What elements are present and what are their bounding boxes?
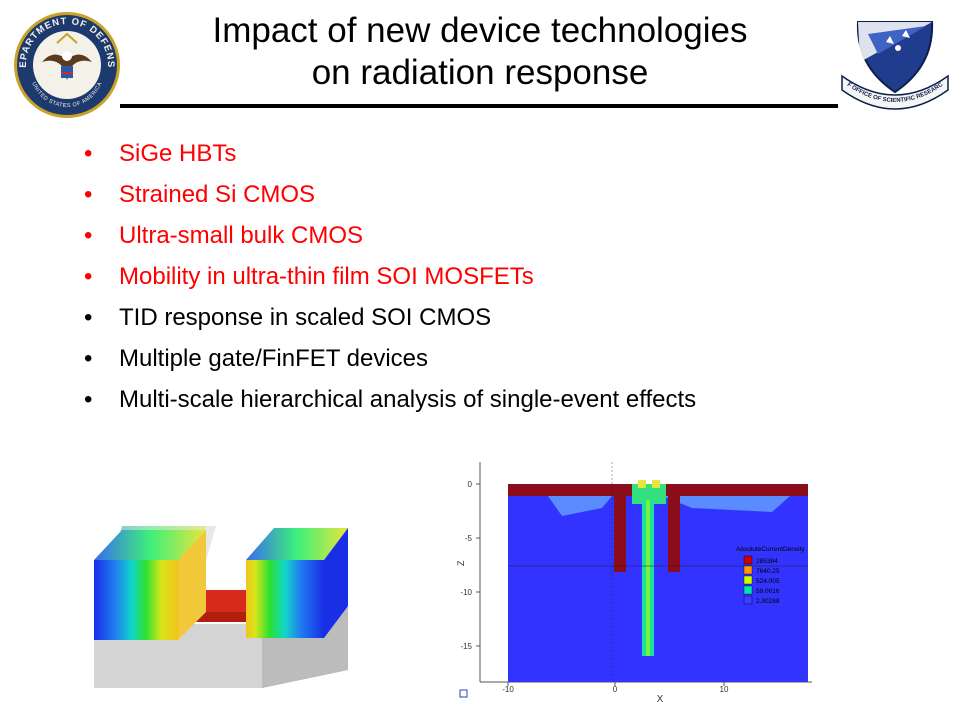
bullet-item: • Multi-scale hierarchical analysis of si… [84, 386, 804, 414]
substrate-region [508, 484, 808, 682]
legend-label: 524.005 [756, 578, 780, 585]
legend-swatch [743, 575, 753, 585]
legend-swatch [743, 585, 753, 595]
bullet-dot-icon: • [84, 181, 93, 208]
x-tick-label: 10 [720, 685, 729, 694]
y-tick-label: -10 [460, 588, 472, 597]
x-tick-label: 0 [613, 685, 618, 694]
bullet-text: Strained Si CMOS [119, 181, 316, 208]
title-underline [120, 104, 838, 108]
well-region-right [662, 496, 790, 512]
legend-label: 2.90288 [756, 598, 780, 605]
bullet-list: • SiGe HBTs • Strained Si CMOS • Ultra-smal… [84, 140, 804, 427]
legend-label: 7640.25 [756, 568, 780, 575]
slide-title-line-2: on radiation response [311, 53, 649, 92]
legend-label: 59.0016 [756, 588, 780, 595]
bullet-item: • TID response in scaled SOI CMOS [84, 304, 804, 332]
well-region-left [548, 496, 612, 516]
axes-triad-icon [459, 689, 468, 698]
bullet-item: • Ultra-small bulk CMOS [84, 222, 804, 250]
shield-crest-icon [856, 21, 934, 94]
bullet-dot-icon: • [84, 222, 93, 249]
legend-label: 285384 [756, 558, 778, 565]
bullet-dot-icon: • [84, 263, 93, 290]
y-tick-label: 0 [468, 480, 473, 489]
legend-swatch [743, 595, 753, 605]
bullet-dot-icon: • [84, 386, 93, 413]
legend-swatch [743, 555, 753, 565]
eagle-seal-icon [42, 32, 92, 80]
x-axis-label: X [657, 694, 664, 704]
slide-title-line-1: Impact of new device technologies [212, 11, 748, 50]
bullet-item: • SiGe HBTs [84, 140, 804, 168]
dod-seal-logo: DEPARTMENT OF DEFENSE UNITED STATES OF A… [12, 10, 120, 118]
bullet-text: Mobility in ultra-thin film SOI MOSFETs [119, 263, 534, 290]
bullet-item: • Mobility in ultra-thin film SOI MOSFETs [84, 263, 804, 291]
bullet-dot-icon: • [84, 345, 93, 372]
bullet-text: TID response in scaled SOI CMOS [119, 304, 492, 331]
plot-legend: AbsoluteCurrentDensity 285384 7640.25 52… [736, 546, 805, 605]
trench-right [668, 496, 680, 572]
bullet-text: SiGe HBTs [119, 140, 237, 167]
legend-swatch [743, 565, 753, 575]
slide-title: Impact of new device technologies on rad… [130, 10, 830, 94]
bullet-item: • Strained Si CMOS [84, 181, 804, 209]
bullet-dot-icon: • [84, 304, 93, 331]
current-density-simulation-plot: 0 -5 -10 -15 Z -10 0 10 X AbsoluteCurren… [456, 462, 812, 704]
finfet-3d-simulation-image [94, 526, 348, 688]
bullet-text: Multiple gate/FinFET devices [119, 345, 429, 372]
bullet-dot-icon: • [84, 140, 93, 167]
y-tick-label: -15 [460, 642, 472, 651]
trench-left [614, 496, 626, 572]
contact-hotspot [652, 480, 660, 488]
y-axis-label: Z [456, 560, 466, 566]
x-tick-label: -10 [502, 685, 514, 694]
bullet-text: Ultra-small bulk CMOS [119, 222, 364, 249]
bullet-text: Multi-scale hierarchical analysis of sin… [119, 386, 697, 413]
junction-region [632, 484, 666, 504]
y-tick-label: -5 [465, 534, 473, 543]
bullet-item: • Multiple gate/FinFET devices [84, 345, 804, 373]
contact-hotspot [638, 480, 646, 488]
afosr-crest-logo: AF OFFICE OF SCIENTIFIC RESEARCH [838, 14, 949, 110]
legend-title: AbsoluteCurrentDensity [736, 546, 805, 553]
ion-track-core [646, 500, 650, 656]
